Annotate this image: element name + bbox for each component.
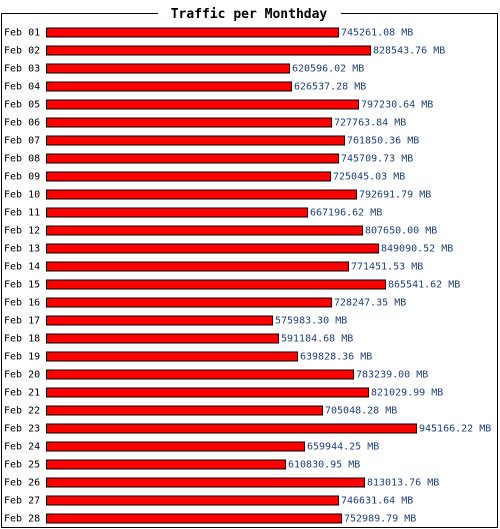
- bar: [46, 261, 349, 272]
- category-label: Feb 05: [4, 100, 40, 111]
- bar-rows: Feb 01 745261.08 MB Feb 02 828543.76 MB Feb …: [4, 27, 491, 525]
- value-label: 745261.08 MB: [341, 28, 413, 39]
- bar: [46, 99, 359, 110]
- value-label: 727763.84 MB: [334, 118, 406, 129]
- category-label: Feb 21: [4, 388, 40, 399]
- bar: [46, 207, 308, 218]
- value-label: 807650.00 MB: [365, 226, 437, 237]
- bar: [46, 171, 331, 182]
- value-label: 626537.28 MB: [294, 82, 366, 93]
- bar: [46, 315, 273, 326]
- category-label: Feb 19: [4, 352, 40, 363]
- category-label: Feb 15: [4, 280, 40, 291]
- category-label: Feb 07: [4, 136, 40, 147]
- bar: [46, 279, 386, 290]
- bar: [46, 45, 371, 56]
- category-label: Feb 12: [4, 226, 40, 237]
- value-label: 746631.64 MB: [341, 496, 413, 507]
- title-backdrop: [158, 6, 341, 22]
- bar: [46, 459, 286, 470]
- category-label: Feb 20: [4, 370, 40, 381]
- category-label: Feb 09: [4, 172, 40, 183]
- bar: [46, 153, 339, 164]
- chart-title: Traffic per Monthday: [171, 7, 328, 22]
- category-label: Feb 06: [4, 118, 40, 129]
- category-label: Feb 18: [4, 334, 40, 345]
- value-label: 705048.28 MB: [325, 406, 397, 417]
- value-label: 620596.02 MB: [292, 64, 364, 75]
- bar: [46, 225, 363, 236]
- category-label: Feb 14: [4, 262, 40, 273]
- category-label: Feb 02: [4, 46, 40, 57]
- bar: [46, 513, 342, 524]
- bar: [46, 441, 305, 452]
- bar: [46, 423, 417, 434]
- category-label: Feb 04: [4, 82, 40, 93]
- bar: [46, 27, 339, 38]
- value-label: 575983.30 MB: [275, 316, 347, 327]
- bar: [46, 117, 332, 128]
- bar: [46, 81, 292, 92]
- value-label: 752989.79 MB: [344, 514, 416, 525]
- bar: [46, 351, 298, 362]
- bar: [46, 333, 279, 344]
- value-label: 945166.22 MB: [419, 424, 491, 435]
- value-label: 591184.68 MB: [281, 334, 353, 345]
- category-label: Feb 08: [4, 154, 40, 165]
- bar: [46, 63, 290, 74]
- category-label: Feb 28: [4, 514, 40, 525]
- bar: [46, 243, 379, 254]
- bar: [46, 189, 357, 200]
- value-label: 771451.53 MB: [351, 262, 423, 273]
- value-label: 639828.36 MB: [300, 352, 372, 363]
- value-label: 610830.95 MB: [288, 460, 360, 471]
- value-label: 659944.25 MB: [307, 442, 379, 453]
- category-label: Feb 13: [4, 244, 40, 255]
- value-label: 745709.73 MB: [341, 154, 413, 165]
- value-label: 725045.03 MB: [333, 172, 405, 183]
- value-label: 828543.76 MB: [373, 46, 445, 57]
- value-label: 728247.35 MB: [334, 298, 406, 309]
- value-label: 783239.00 MB: [356, 370, 428, 381]
- bar: [46, 405, 323, 416]
- category-label: Feb 24: [4, 442, 40, 453]
- value-label: 865541.62 MB: [388, 280, 460, 291]
- value-label: 761850.36 MB: [347, 136, 419, 147]
- value-label: 792691.79 MB: [359, 190, 431, 201]
- category-label: Feb 17: [4, 316, 40, 327]
- value-label: 797230.64 MB: [361, 100, 433, 111]
- category-label: Feb 27: [4, 496, 40, 507]
- bar: [46, 135, 345, 146]
- value-label: 813013.76 MB: [367, 478, 439, 489]
- bar: [46, 297, 332, 308]
- value-label: 849090.52 MB: [381, 244, 453, 255]
- category-label: Feb 10: [4, 190, 40, 201]
- value-label: 821029.99 MB: [371, 388, 443, 399]
- category-label: Feb 25: [4, 460, 40, 471]
- category-label: Feb 11: [4, 208, 40, 219]
- category-label: Feb 22: [4, 406, 40, 417]
- bar: [46, 495, 339, 506]
- bar: [46, 369, 354, 380]
- value-label: 667196.62 MB: [310, 208, 382, 219]
- bar: [46, 477, 365, 488]
- bar: [46, 387, 369, 398]
- category-label: Feb 03: [4, 64, 40, 75]
- category-label: Feb 16: [4, 298, 40, 309]
- category-label: Feb 23: [4, 424, 40, 435]
- category-label: Feb 01: [4, 28, 40, 39]
- category-label: Feb 26: [4, 478, 40, 489]
